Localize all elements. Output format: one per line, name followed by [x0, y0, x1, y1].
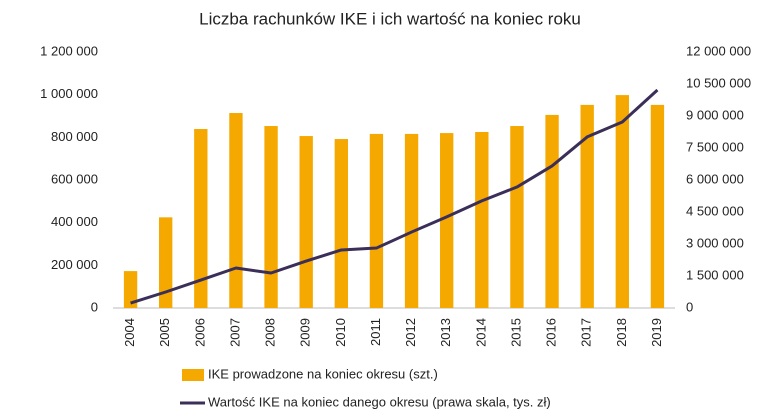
- bar: [510, 126, 524, 308]
- y2-tick-label: 1 500 000: [686, 267, 744, 282]
- bar: [475, 132, 489, 308]
- y2-tick-label: 12 000 000: [686, 43, 751, 58]
- y-tick-label: 200 000: [51, 257, 98, 272]
- x-tick-label: 2014: [473, 318, 488, 347]
- bar: [334, 139, 348, 308]
- chart-title: Liczba rachunków IKE i ich wartość na ko…: [199, 9, 581, 28]
- x-tick-label: 2005: [157, 318, 172, 347]
- y2-tick-label: 9 000 000: [686, 107, 744, 122]
- x-tick-label: 2008: [263, 318, 278, 347]
- y-tick-label: 600 000: [51, 171, 98, 186]
- y-tick-label: 1 000 000: [40, 86, 98, 101]
- x-tick-label: 2011: [368, 318, 383, 346]
- bar: [650, 104, 665, 308]
- y-tick-label: 0: [91, 299, 98, 314]
- bar: [404, 133, 419, 308]
- x-tick-label: 2010: [333, 318, 348, 347]
- bar: [545, 114, 559, 308]
- x-tick-label: 2009: [298, 318, 313, 347]
- bar: [264, 126, 278, 308]
- x-tick-label: 2013: [438, 318, 453, 347]
- x-tick-label: 2019: [649, 318, 664, 347]
- bar: [615, 95, 629, 309]
- x-tick-label: 2015: [508, 318, 523, 347]
- x-tick-label: 2007: [227, 318, 242, 347]
- legend-label: IKE prowadzone na koniec okresu (szt.): [208, 366, 438, 381]
- bar: [580, 104, 594, 308]
- bar: [194, 129, 208, 308]
- y2-tick-label: 6 000 000: [686, 171, 744, 186]
- x-tick-label: 2012: [403, 318, 418, 347]
- x-tick-label: 2018: [614, 318, 629, 347]
- y-tick-label: 800 000: [51, 129, 98, 144]
- y2-tick-label: 10 500 000: [686, 75, 751, 90]
- y2-tick-label: 4 500 000: [686, 203, 744, 218]
- y-tick-label: 400 000: [51, 214, 98, 229]
- y2-tick-label: 0: [686, 299, 693, 314]
- x-tick-label: 2004: [122, 318, 137, 347]
- x-tick-label: 2006: [192, 318, 207, 347]
- bar: [440, 133, 454, 308]
- bar: [369, 133, 384, 308]
- y2-tick-label: 7 500 000: [686, 139, 744, 154]
- bar: [159, 217, 173, 308]
- x-tick-label: 2017: [579, 318, 594, 347]
- x-tick-label: 2016: [544, 318, 559, 347]
- legend-label: Wartość IKE na koniec danego okresu (pra…: [208, 394, 551, 409]
- line: [130, 88, 659, 305]
- y2-tick-label: 3 000 000: [686, 235, 744, 250]
- bar: [229, 113, 243, 308]
- y-tick-label: 1 200 000: [40, 43, 98, 58]
- bar: [299, 136, 313, 308]
- legend-swatch: [182, 369, 204, 381]
- bar: [123, 271, 138, 308]
